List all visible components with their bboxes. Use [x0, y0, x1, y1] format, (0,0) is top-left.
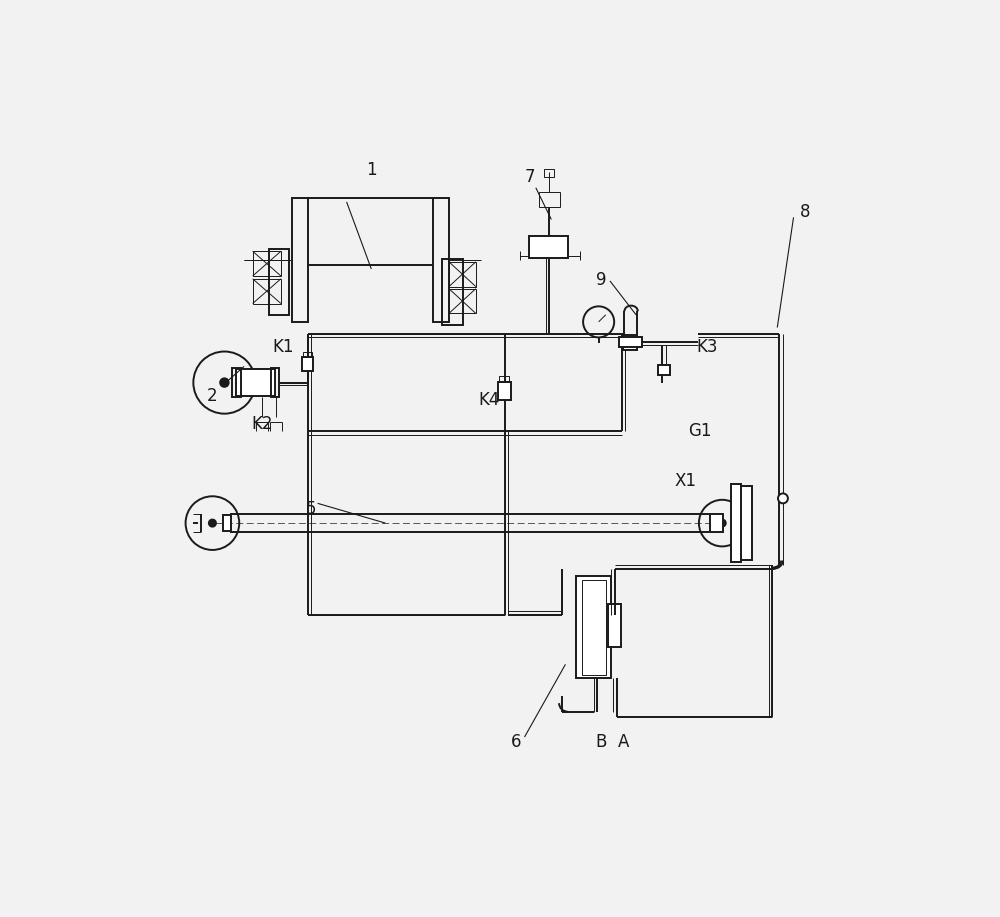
Text: 7: 7 [525, 168, 535, 186]
Text: 5: 5 [306, 500, 317, 518]
Text: 1: 1 [366, 161, 377, 179]
Bar [292, 198, 308, 322]
Text: 2: 2 [207, 387, 218, 405]
Bar [608, 604, 621, 646]
Bar [623, 335, 637, 350]
Text: K2: K2 [251, 415, 273, 433]
Text: 8: 8 [800, 204, 811, 221]
Text: G1: G1 [688, 423, 711, 440]
Bar [619, 337, 642, 348]
Bar [710, 514, 723, 532]
Bar [544, 169, 554, 177]
Bar [449, 289, 476, 314]
Bar [232, 368, 241, 397]
Bar [498, 381, 511, 400]
Text: B: B [595, 733, 606, 751]
Text: K3: K3 [696, 337, 717, 356]
Bar [731, 484, 741, 562]
Circle shape [220, 379, 229, 387]
Bar [582, 580, 606, 675]
Bar [658, 365, 670, 375]
Bar [576, 576, 611, 679]
Bar [734, 486, 752, 559]
Text: K1: K1 [272, 337, 294, 356]
Bar [499, 376, 509, 381]
Bar [302, 357, 313, 371]
Bar [442, 259, 463, 325]
Bar [539, 192, 560, 207]
Text: A: A [618, 733, 629, 751]
Circle shape [209, 520, 216, 526]
Bar [223, 515, 231, 531]
Bar [303, 351, 312, 357]
Text: X1: X1 [674, 471, 696, 490]
Text: K4: K4 [479, 391, 500, 409]
Bar [253, 251, 281, 276]
Bar [433, 198, 449, 322]
Bar [253, 279, 281, 304]
Text: 6: 6 [511, 733, 521, 751]
Text: 9: 9 [596, 271, 606, 289]
Circle shape [719, 520, 726, 526]
Bar [529, 236, 568, 259]
Bar [449, 262, 476, 286]
Bar [236, 370, 275, 396]
Bar [271, 368, 279, 397]
Circle shape [778, 493, 788, 503]
Bar [269, 249, 289, 315]
